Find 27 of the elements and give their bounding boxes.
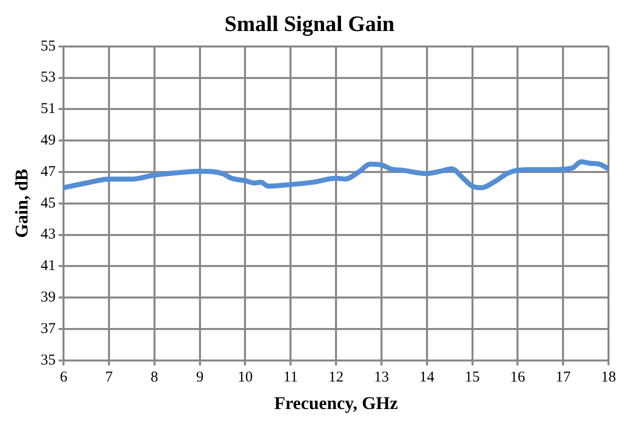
x-tick-label: 18 — [601, 369, 616, 386]
x-tick-label: 14 — [419, 369, 435, 386]
y-tick-label: 41 — [40, 258, 56, 274]
x-tick-label: 17 — [556, 369, 572, 386]
x-tick-label: 7 — [105, 369, 114, 386]
y-tick-label: 37 — [40, 320, 56, 337]
y-tick-label: 47 — [40, 164, 56, 180]
x-tick-label: 10 — [238, 369, 253, 386]
x-tick-label: 12 — [328, 369, 344, 386]
x-tick-label: 8 — [150, 369, 158, 386]
y-tick-label: 43 — [40, 226, 56, 243]
y-axis-title: Gain, dB — [11, 168, 32, 238]
x-tick-label: 6 — [60, 369, 68, 386]
y-tick-label: 45 — [40, 195, 56, 212]
x-axis-title: Frecuency, GHz — [274, 392, 398, 413]
y-tick-label: 35 — [40, 352, 56, 368]
y-tick-label: 49 — [40, 132, 56, 149]
x-tick-label: 9 — [196, 369, 204, 386]
x-tick-label: 11 — [283, 369, 298, 386]
x-tick-label: 16 — [510, 369, 526, 386]
y-tick-label: 39 — [40, 290, 56, 306]
chart-title: Small Signal Gain — [224, 10, 394, 36]
y-tick-label: 53 — [40, 70, 56, 86]
y-tick-label: 51 — [40, 101, 56, 118]
y-tick-label: 55 — [40, 38, 56, 54]
x-tick-label: 15 — [464, 369, 480, 386]
x-tick-label: 13 — [374, 369, 389, 386]
